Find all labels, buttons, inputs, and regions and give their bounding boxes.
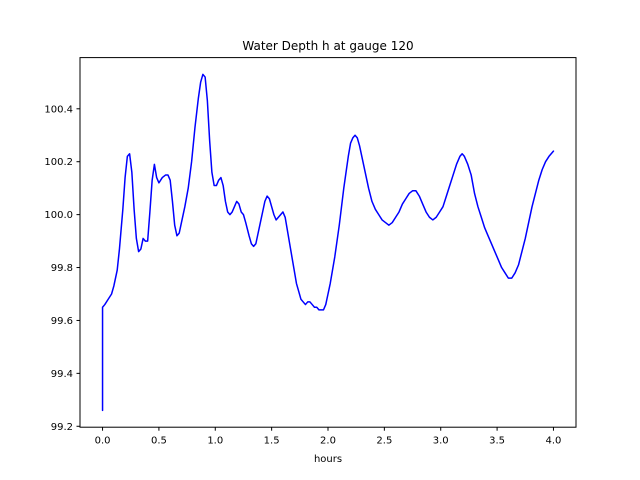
x-tick-label: 0.0 xyxy=(95,436,111,447)
plot-area-border xyxy=(79,57,577,428)
x-tick-label: 4.0 xyxy=(546,436,562,447)
y-tick-label: 100.0 xyxy=(44,210,73,221)
x-axis-label: hours xyxy=(314,454,342,465)
y-tick-label: 99.8 xyxy=(51,263,73,274)
chart-title: Water Depth h at gauge 120 xyxy=(242,39,413,53)
y-tick-label: 100.4 xyxy=(44,104,73,115)
y-tick-label: 99.4 xyxy=(51,369,73,380)
x-tick-label: 2.5 xyxy=(376,436,392,447)
y-tick-label: 100.2 xyxy=(44,157,73,168)
x-tick-label: 1.0 xyxy=(207,436,223,447)
data-line xyxy=(101,73,555,412)
x-tick-label: 3.5 xyxy=(489,436,505,447)
y-tick-label: 99.2 xyxy=(51,422,73,433)
x-tick-label: 2.0 xyxy=(320,436,336,447)
plot-dynamic-layer: 0.0 0.5 1.0 1.5 2.0 2.5 3.0 3.5 4.0 99.2 99.4 99.6 9… xyxy=(44,73,562,447)
y-tick-label: 99.6 xyxy=(51,316,73,327)
x-tick-label: 3.0 xyxy=(433,436,449,447)
x-tick-label: 1.5 xyxy=(264,436,280,447)
x-tick-label: 0.5 xyxy=(151,436,167,447)
